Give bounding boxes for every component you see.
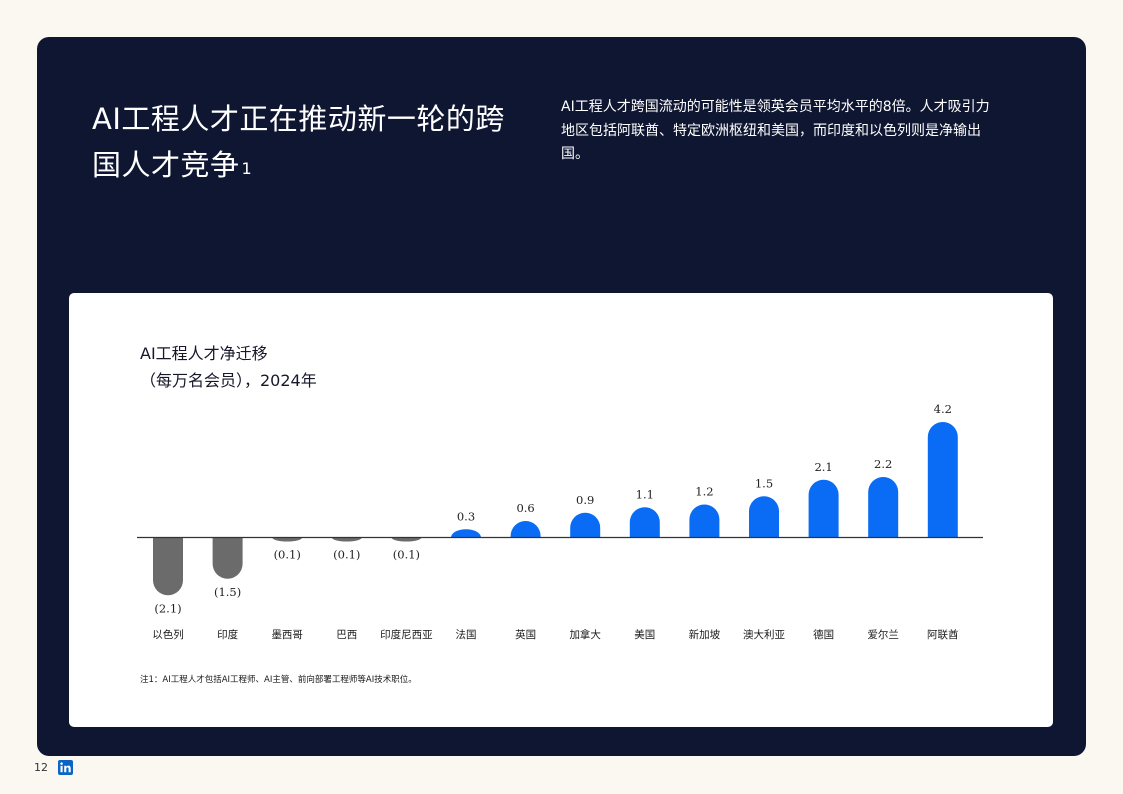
bar-阿联酋 bbox=[927, 422, 958, 538]
category-label: 墨西哥 bbox=[271, 629, 303, 641]
bar-印度尼西亚 bbox=[391, 537, 422, 542]
category-label: 阿联酋 bbox=[927, 628, 959, 641]
category-label: 德国 bbox=[813, 628, 834, 641]
chart-subtitle: （每万名会员），2024年 bbox=[140, 371, 317, 390]
value-label: (2.1) bbox=[154, 601, 181, 615]
value-label: 1.2 bbox=[695, 485, 713, 499]
intro-paragraph: AI工程人才跨国流动的可能性是领英会员平均水平的8倍。人才吸引力地区包括阿联酋、… bbox=[561, 99, 990, 162]
bar-德国 bbox=[808, 479, 839, 538]
bar-美国 bbox=[629, 507, 660, 538]
bar-印度 bbox=[212, 537, 243, 579]
category-label: 印度 bbox=[217, 628, 238, 641]
category-label: 巴西 bbox=[336, 629, 357, 641]
value-label: 0.3 bbox=[457, 509, 475, 523]
value-label: 0.6 bbox=[516, 501, 534, 515]
chart-footnote: 注1：AI工程人才包括AI工程师、AI主管、前向部署工程师等AI技术职位。 bbox=[140, 675, 417, 685]
bar-chart: (2.1) 以色列 (1.5) 印度 (0.1) 墨西哥 (0.1) 巴西 (0.1) 印度尼西亚… bbox=[137, 402, 983, 641]
value-label: (0.1) bbox=[333, 548, 360, 562]
value-label: 4.2 bbox=[934, 402, 952, 416]
value-label: (1.5) bbox=[214, 585, 241, 599]
page-headline: AI工程人才正在推动新一轮的跨国人才竞争 1 bbox=[92, 96, 522, 188]
bar-英国 bbox=[510, 521, 541, 538]
category-label: 英国 bbox=[515, 628, 536, 641]
value-label: 2.2 bbox=[874, 457, 892, 471]
value-label: 1.5 bbox=[755, 476, 773, 490]
category-label: 以色列 bbox=[152, 628, 184, 641]
category-label: 美国 bbox=[634, 628, 655, 641]
bar-墨西哥 bbox=[272, 537, 303, 542]
value-label: (0.1) bbox=[393, 548, 420, 562]
value-label: 2.1 bbox=[814, 460, 832, 474]
category-label: 爱尔兰 bbox=[867, 628, 899, 641]
bar-澳大利亚 bbox=[749, 496, 779, 538]
page-number: 12 bbox=[34, 761, 48, 774]
bar-以色列 bbox=[153, 537, 183, 596]
bar-加拿大 bbox=[570, 512, 601, 538]
value-label: 1.1 bbox=[636, 487, 654, 501]
category-label: 法国 bbox=[456, 628, 477, 641]
category-label: 印度尼西亚 bbox=[380, 628, 433, 641]
headline-text: AI工程人才正在推动新一轮的跨国人才竞争 bbox=[92, 102, 505, 182]
bar-法国 bbox=[451, 529, 481, 538]
category-label: 加拿大 bbox=[569, 628, 601, 641]
category-label: 澳大利亚 bbox=[743, 628, 785, 641]
bar-巴西 bbox=[331, 537, 362, 542]
value-label: 0.9 bbox=[576, 493, 594, 507]
bar-爱尔兰 bbox=[868, 477, 899, 538]
headline-footnote-mark: 1 bbox=[241, 159, 253, 178]
chart-title-block: AI工程人才净迁移 （每万名会员），2024年 bbox=[140, 340, 317, 394]
category-label: 新加坡 bbox=[689, 628, 721, 641]
chart-title: AI工程人才净迁移 bbox=[140, 344, 268, 363]
linkedin-logo-icon bbox=[58, 760, 73, 775]
bar-新加坡 bbox=[689, 504, 720, 538]
value-label: (0.1) bbox=[274, 548, 301, 562]
